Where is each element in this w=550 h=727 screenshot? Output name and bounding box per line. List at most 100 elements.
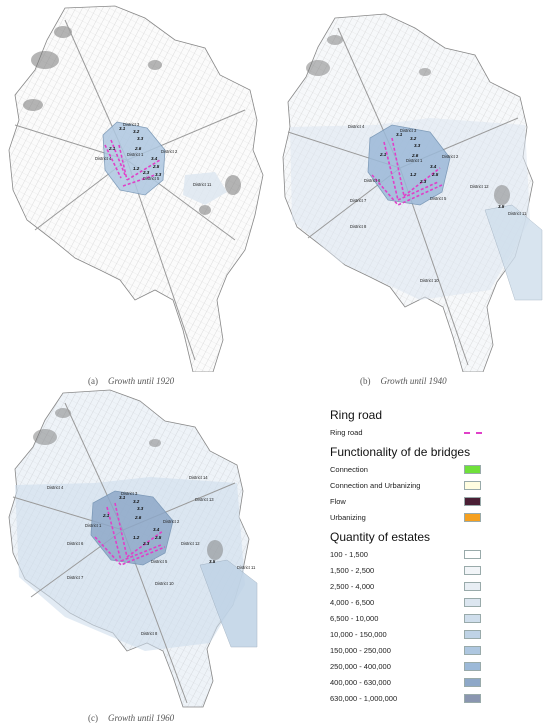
district-labels: District 4 District 3 District 14 Distri…: [47, 475, 256, 636]
district-label: District 5: [143, 176, 160, 181]
district-label: District 8: [350, 224, 367, 229]
svg-text:1.2: 1.2: [133, 535, 140, 540]
svg-text:3.5: 3.5: [498, 204, 505, 209]
legend-qty-item-label: 4,000 - 6,500: [330, 598, 375, 607]
svg-text:3.2: 3.2: [133, 499, 140, 504]
svg-text:3.4: 3.4: [430, 164, 437, 169]
legend-qty-item-label: 150,000 - 250,000: [330, 646, 391, 655]
district-label: District 3: [121, 491, 138, 496]
svg-text:2.6: 2.6: [411, 153, 419, 158]
legend-func-item-swatch: [464, 465, 481, 474]
urban-area: [102, 121, 166, 196]
ring-road: [94, 502, 166, 566]
district-label: District 14: [189, 475, 208, 480]
district-label: District 13: [195, 497, 214, 502]
legend-qty-item-swatch: [464, 550, 481, 559]
legend-qty-item-label: 10,000 - 150,000: [330, 630, 387, 639]
map-panel-a: District 3 District 1 District 2 Distric…: [5, 0, 270, 372]
svg-text:2.1: 2.1: [102, 513, 110, 518]
district-label: District 4: [348, 124, 365, 129]
district-label: District 2: [442, 154, 459, 159]
svg-text:3.3: 3.3: [137, 136, 144, 141]
district-label: District 4: [47, 485, 64, 490]
bridge-numbers: 3.1 3.2 3.3 2.1 2.6 3.4 2.5 1.2 2.3 3.5: [379, 132, 505, 209]
port: [484, 204, 543, 301]
district-label: District 11: [508, 211, 527, 216]
district-label: District 11: [193, 182, 212, 187]
map-b: District 3 District 4 District 1 Distric…: [282, 13, 543, 372]
dense-areas: [23, 26, 241, 215]
legend-qty-item-swatch: [464, 598, 481, 607]
legend-qty-item-row: 2,500 - 4,000: [330, 579, 535, 595]
svg-text:3.1: 3.1: [396, 132, 403, 137]
legend-qty-item-swatch: [464, 646, 481, 655]
legend-qty-item-swatch: [464, 582, 481, 591]
district-label: District 2: [163, 519, 180, 524]
district-label: District 3: [400, 128, 417, 133]
district-label: District 5: [151, 559, 168, 564]
svg-text:2.1: 2.1: [108, 146, 116, 151]
ring-road: [104, 139, 161, 187]
legend-ring-title: Ring road: [330, 408, 383, 422]
legend-qty-item-swatch: [464, 694, 481, 703]
legend-qty-item-label: 400,000 - 630,000: [330, 678, 391, 687]
urban-area: [90, 490, 174, 566]
dense-areas: [306, 35, 510, 205]
svg-text:1.2: 1.2: [133, 166, 140, 171]
legend-qty-item-swatch: [464, 662, 481, 671]
map-legend: Ring road Ring road Functionality of de …: [330, 408, 535, 707]
legend-func-item-label: Urbanizing: [330, 513, 366, 522]
legend-qty-title: Quantity of estates: [330, 530, 431, 544]
legend-qty-item-swatch: [464, 566, 481, 575]
legend-func-list: Connection Connection and Urbanizing Flow U…: [330, 462, 535, 526]
map-a: District 3 District 1 District 2 Distric…: [8, 5, 264, 372]
legend-func-item-row: Urbanizing: [330, 510, 535, 526]
legend-func-item-row: Connection: [330, 462, 535, 478]
legend-func-title: Functionality of de bridges: [330, 445, 471, 459]
legend-func-item-row: Connection and Urbanizing: [330, 478, 535, 494]
svg-text:3.3: 3.3: [155, 172, 162, 177]
svg-text:3.2: 3.2: [410, 136, 417, 141]
legend-qty-item-label: 2,500 - 4,000: [330, 582, 375, 591]
district-label: District 1: [85, 523, 102, 528]
legend-func-item-label: Connection: [330, 465, 368, 474]
ring-road: [371, 137, 443, 206]
legend-qty-item-label: 1,500 - 2,500: [330, 566, 375, 575]
legend-qty-item-label: 630,000 - 1,000,000: [330, 694, 398, 703]
svg-text:2.6: 2.6: [134, 146, 142, 151]
bridge-numbers: 3.1 3.2 3.3 2.1 2.6 3.4 2.5 1.2 2.3 3.5: [102, 495, 216, 564]
legend-qty-item-swatch: [464, 630, 481, 639]
legend-qty-item-row: 150,000 - 250,000: [330, 643, 535, 659]
svg-text:3.4: 3.4: [153, 527, 160, 532]
district-label: District 1: [127, 152, 144, 157]
legend-func-item-label: Flow: [330, 497, 346, 506]
legend-qty-item-row: 4,000 - 6,500: [330, 595, 535, 611]
svg-text:3.5: 3.5: [209, 559, 216, 564]
caption-a: (a) Growth until 1920: [88, 376, 175, 386]
svg-text:3.2: 3.2: [133, 129, 140, 134]
legend-qty-item-swatch: [464, 678, 481, 687]
legend-qty-item-label: 100 - 1,500: [330, 550, 368, 559]
district-label: District 10: [155, 581, 174, 586]
svg-text:2.5: 2.5: [431, 172, 439, 177]
svg-text:2.3: 2.3: [419, 179, 427, 184]
legend-func-item-swatch: [464, 481, 481, 490]
caption-b: (b) Growth until 1940: [360, 376, 447, 386]
svg-text:2.6: 2.6: [134, 515, 142, 520]
legend-ring-label: Ring road: [330, 428, 363, 437]
district-labels: District 3 District 1 District 2 Distric…: [95, 122, 212, 187]
legend-qty-item-label: 6,500 - 10,000: [330, 614, 379, 623]
district-label: District 10: [420, 278, 439, 283]
district-label: District 11: [237, 565, 256, 570]
urban-area: [367, 124, 451, 206]
district-label: District 2: [161, 149, 178, 154]
svg-text:2.3: 2.3: [142, 541, 150, 546]
svg-text:3.1: 3.1: [119, 126, 126, 131]
district-label: District 12: [181, 541, 200, 546]
caption-c: (c) Growth until 1960: [88, 713, 175, 723]
legend-qty-list: 100 - 1,500 1,500 - 2,500 2,500 - 4,000 4,0…: [330, 547, 535, 707]
legend-qty-item-row: 10,000 - 150,000: [330, 627, 535, 643]
svg-text:2.1: 2.1: [379, 152, 387, 157]
district-label: District 12: [470, 184, 489, 189]
svg-text:3.4: 3.4: [151, 156, 158, 161]
